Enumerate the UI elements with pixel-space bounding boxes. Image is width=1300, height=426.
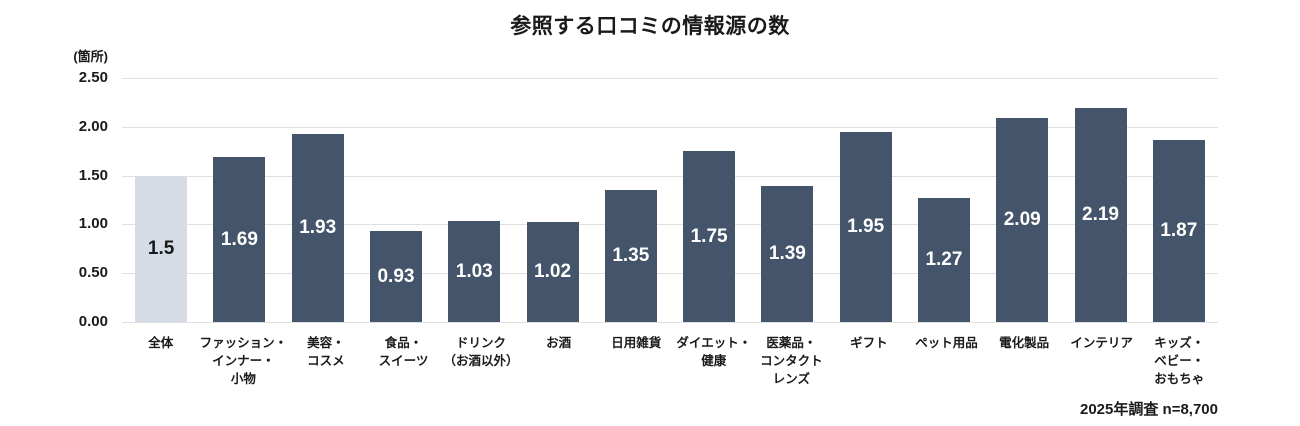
survey-note: 2025年調査 n=8,700	[1080, 401, 1218, 418]
gridline	[122, 273, 1218, 275]
x-axis-category-cell: 日用雑貨	[597, 334, 675, 388]
bar: 1.03	[448, 221, 501, 322]
y-axis-tick-label: 2.00	[78, 117, 108, 135]
bar-value-label: 2.19	[1082, 204, 1119, 226]
gridline	[122, 322, 1218, 323]
x-axis-category-label: ギフト	[850, 336, 888, 350]
bar: 1.27	[917, 198, 970, 322]
bar: 2.19	[1074, 108, 1127, 322]
bar-slot: 2.09	[983, 78, 1061, 322]
gridline	[122, 224, 1218, 226]
bar-slot: 1.27	[905, 78, 983, 322]
bar-value-label: 1.93	[299, 216, 337, 238]
x-axis-category-label: 日用雑貨	[611, 336, 662, 350]
bar: 1.93	[291, 133, 344, 322]
bar-value-label: 1.39	[768, 243, 806, 265]
y-axis-tick-label: 2.50	[78, 69, 108, 86]
x-axis-category-cell: 全体	[122, 334, 200, 388]
x-axis-category-cell: キッズ・ ベビー・ おもちゃ	[1140, 334, 1218, 388]
bar: 1.39	[761, 186, 814, 322]
x-axis-category-cell: ギフト	[830, 334, 908, 388]
x-axis-category-label: キッズ・ ベビー・ おもちゃ	[1154, 336, 1205, 386]
x-axis-category-label: 全体	[148, 336, 174, 350]
x-axis-category-label: ダイエット・ 健康	[676, 336, 752, 368]
bar-slot: 1.75	[670, 78, 748, 322]
bar-value-label: 1.35	[612, 245, 650, 267]
plot-area: 1.5 1.69 1.93 0.93 1.03 1.02 1.35 1.75 1.39 1.95 1…	[122, 78, 1218, 323]
x-axis-category-cell: ドリンク （お酒以外）	[442, 334, 520, 388]
chart-title: 参照する口コミの情報源の数	[510, 15, 790, 38]
bar-value-label: 1.27	[925, 249, 963, 271]
bar-slot: 1.95	[827, 78, 905, 322]
x-axis-category-cell: ペット用品	[908, 334, 986, 388]
bar: 1.02	[526, 222, 579, 322]
bar-value-label: 2.09	[1003, 209, 1041, 231]
x-axis-category-label: ペット用品	[915, 336, 978, 350]
x-axis-category-cell: 医薬品・ コンタクト レンズ	[753, 334, 831, 388]
bar: 1.69	[213, 157, 266, 322]
x-axis-category-label: 電化製品	[999, 336, 1050, 350]
bar-slot: 2.19	[1061, 78, 1139, 322]
bar: 2.09	[996, 118, 1049, 322]
gridline	[122, 175, 1218, 177]
x-axis-category-cell: ファッション・ インナー・ 小物	[200, 334, 288, 388]
x-axis-category-label: ドリンク （お酒以外）	[443, 336, 519, 368]
bar-value-label: 1.95	[847, 215, 885, 237]
y-axis-tick-labels: 2.50 2.00 1.50 1.00 0.50 0.00	[28, 69, 108, 330]
x-axis-category-cell: ダイエット・ 健康	[675, 334, 753, 388]
bar-value-label: 1.69	[220, 228, 258, 250]
gridline	[122, 78, 1218, 79]
bar-value-label: 1.87	[1160, 219, 1198, 241]
x-axis-category-cell: 電化製品	[985, 334, 1063, 388]
bar: 0.93	[369, 231, 422, 322]
x-axis-category-label: インテリア	[1070, 336, 1133, 350]
x-axis-category-labels: 全体 ファッション・ インナー・ 小物 美容・ コスメ 食品・ スイーツ ドリンク （お…	[122, 334, 1218, 388]
bar: 1.95	[839, 131, 892, 322]
x-axis-category-label: お酒	[546, 336, 572, 350]
bar-slot: 1.93	[279, 78, 357, 322]
bar-value-label: 1.75	[690, 225, 728, 247]
bar-slot: 1.35	[592, 78, 670, 322]
x-axis-category-label: ファッション・ インナー・ 小物	[199, 336, 288, 386]
x-axis-category-cell: 食品・ スイーツ	[365, 334, 443, 388]
bar-slot: 1.87	[1140, 78, 1218, 322]
bar-slot: 0.93	[357, 78, 435, 322]
y-axis-tick-label: 1.00	[78, 215, 108, 233]
bar-slot: 1.02	[513, 78, 591, 322]
bar-highlight: 1.5	[135, 175, 188, 322]
bar-value-label: 0.93	[377, 265, 415, 287]
bar-value-label: 1.02	[534, 261, 572, 283]
bar-slot: 1.39	[748, 78, 826, 322]
x-axis-category-label: 美容・ コスメ	[307, 336, 345, 368]
y-axis-tick-label: 1.50	[78, 166, 108, 184]
x-axis-category-cell: インテリア	[1063, 334, 1141, 388]
bar-value-label: 1.03	[455, 260, 493, 282]
bar: 1.87	[1152, 139, 1205, 322]
y-axis-unit-label: (箇所)	[73, 49, 108, 64]
bar-slot: 1.5	[122, 78, 200, 322]
x-axis-category-label: 医薬品・ コンタクト レンズ	[760, 336, 823, 386]
bar: 1.35	[604, 190, 657, 322]
bar-slot: 1.69	[200, 78, 278, 322]
x-axis-category-label: 食品・ スイーツ	[378, 336, 429, 368]
bar-slot: 1.03	[435, 78, 513, 322]
y-axis-tick-label: 0.00	[78, 313, 108, 330]
bar-value-label: 1.5	[147, 237, 175, 259]
x-axis-category-cell: 美容・ コスメ	[287, 334, 365, 388]
gridline	[122, 126, 1218, 128]
bars-container: 1.5 1.69 1.93 0.93 1.03 1.02 1.35 1.75 1.39 1.95 1…	[122, 78, 1218, 322]
x-axis-category-cell: お酒	[520, 334, 598, 388]
bar: 1.75	[683, 151, 736, 322]
y-axis-tick-label: 0.50	[78, 264, 108, 282]
